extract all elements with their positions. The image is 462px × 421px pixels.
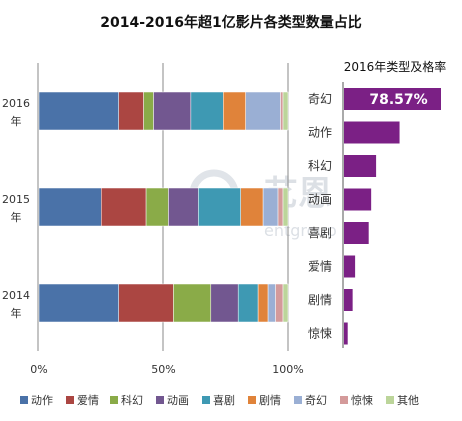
legend-item: 动作: [20, 394, 53, 407]
legend-label: 惊悚: [351, 393, 373, 407]
legend-swatch: [294, 396, 302, 404]
legend-swatch: [110, 396, 118, 404]
legend-label: 其他: [397, 394, 419, 407]
bar-segment-0-8: [282, 91, 289, 131]
rank-category-label: 奇幻: [308, 92, 332, 106]
bar-segment-2-4: [237, 283, 259, 323]
chart-title: 2014-2016年超1亿影片各类型数量占比: [100, 15, 362, 31]
rank-bar: [344, 255, 356, 278]
legend-swatch: [20, 396, 28, 404]
legend-swatch: [340, 396, 348, 404]
legend-label: 奇幻: [305, 394, 327, 407]
rank-bar: [344, 222, 369, 244]
legend: 动作 爱情 科幻 动画 喜剧 剧情 奇幻 惊悚 其他: [20, 393, 419, 407]
rank-value-label: 78.57%: [369, 92, 427, 108]
bar-segment-1-2: [145, 187, 169, 227]
legend-item: 科幻: [110, 393, 143, 407]
bar-segment-0-3: [153, 91, 192, 131]
legend-swatch: [156, 396, 164, 404]
legend-item: 爱情: [66, 394, 99, 407]
x-tick-label: 50%: [151, 363, 175, 376]
bar-segment-1-0: [38, 187, 102, 227]
legend-item: 动画: [156, 394, 189, 407]
bar-segment-1-8: [282, 187, 289, 227]
legend-label: 喜剧: [213, 394, 235, 407]
legend-label: 动作: [31, 394, 53, 407]
year-label: 2014 年: [2, 289, 30, 320]
legend-label: 剧情: [259, 394, 281, 407]
bar-segment-0-4: [190, 91, 224, 131]
legend-swatch: [66, 396, 74, 404]
bar-segment-1-5: [240, 187, 264, 227]
legend-swatch: [202, 396, 210, 404]
legend-swatch: [248, 396, 256, 404]
bar-segment-2-7: [275, 283, 284, 323]
x-tick-label: 0%: [30, 363, 47, 376]
rank-bar: [344, 188, 372, 211]
bar-segment-0-7: [280, 91, 284, 131]
rank-bar: [344, 322, 348, 345]
bar-segment-0-5: [223, 91, 246, 131]
year-label: 2015 年: [2, 193, 30, 224]
rank-bar: [344, 289, 353, 311]
bar-segment-1-7: [277, 187, 284, 227]
rank-category-label: 动画: [308, 193, 332, 207]
bar-segment-1-3: [168, 187, 199, 227]
bar-segment-2-0: [38, 283, 119, 323]
legend-item: 剧情: [248, 394, 281, 407]
bar-segment-0-0: [38, 91, 119, 131]
year-label: 2016 年: [2, 97, 30, 128]
legend-label: 科幻: [121, 393, 143, 407]
x-tick-labels: 0% 50% 100%: [30, 363, 303, 376]
bar-segment-2-6: [267, 283, 276, 323]
stacked-bars: [38, 91, 289, 323]
rank-category-label: 科幻: [308, 159, 332, 173]
bar-segment-2-5: [257, 283, 269, 323]
bar-segment-1-1: [101, 187, 147, 227]
legend-swatch: [386, 396, 394, 404]
legend-label: 爱情: [77, 394, 99, 407]
bar-segment-2-8: [282, 283, 289, 323]
rank-bar: [344, 88, 441, 110]
x-tick-label: 100%: [272, 363, 303, 376]
bar-segment-2-1: [118, 283, 174, 323]
rank-category-label: 爱情: [308, 260, 332, 274]
legend-item: 喜剧: [202, 394, 235, 407]
rank-category-label: 剧情: [308, 293, 332, 307]
bar-segment-1-4: [198, 187, 241, 227]
year-labels: 2016 年 2015 年 2014 年: [2, 97, 30, 320]
bar-segment-1-6: [262, 187, 279, 227]
legend-item: 其他: [386, 394, 419, 407]
rank-chart-title: 2016年类型及格率: [344, 59, 447, 74]
bar-segment-0-1: [118, 91, 144, 131]
rank-bar: [344, 155, 377, 177]
legend-item: 惊悚: [340, 393, 373, 407]
legend-item: 奇幻: [294, 394, 327, 407]
rank-bar: [344, 121, 400, 144]
bar-segment-2-3: [210, 283, 239, 323]
legend-label: 动画: [167, 394, 189, 407]
bar-segment-2-2: [173, 283, 212, 323]
rank-category-label: 喜剧: [308, 226, 332, 240]
rank-category-label: 动作: [308, 126, 332, 140]
bar-segment-0-2: [143, 91, 154, 131]
rank-category-label: 惊悚: [308, 326, 332, 341]
bar-segment-0-6: [245, 91, 281, 131]
